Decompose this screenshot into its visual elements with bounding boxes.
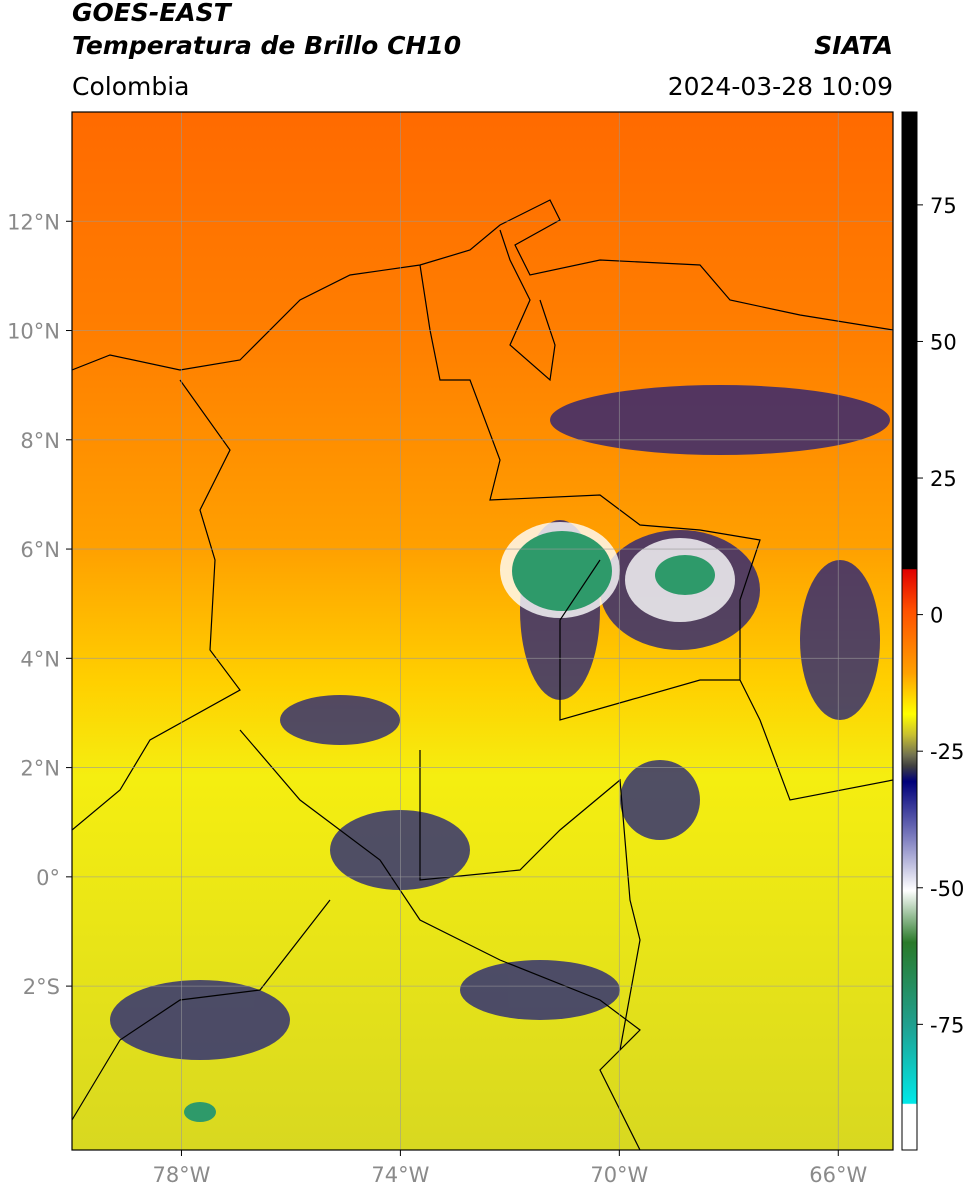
colorbar-label: 50 (930, 330, 957, 354)
map-frame (71, 111, 894, 1151)
lat-label: 6°N (20, 538, 60, 562)
lat-label: 2°S (23, 975, 60, 999)
title-line1: GOES-EAST (72, 0, 233, 27)
colorbar-label: 75 (930, 194, 957, 218)
colorbar (901, 111, 918, 1151)
map-image (72, 112, 893, 1150)
lon-label: 78°W (152, 1163, 210, 1187)
colorbar-label: -25 (930, 740, 964, 764)
lat-label: 10°N (7, 320, 60, 344)
region: Colombia (72, 72, 189, 101)
datetime: 2024-03-28 10:09 (668, 72, 893, 101)
lon-label: 70°W (590, 1163, 648, 1187)
source: SIATA (814, 31, 893, 60)
lat-label: 4°N (20, 647, 60, 671)
lat-label: 8°N (20, 429, 60, 453)
colorbar-label: 0 (930, 604, 943, 628)
colorbar-label: -75 (930, 1013, 964, 1037)
borders (72, 199, 893, 1150)
lon-label: 74°W (371, 1163, 429, 1187)
lat-label: 2°N (20, 757, 60, 781)
lat-label: 12°N (7, 210, 60, 234)
colorbar-label: 25 (930, 467, 957, 491)
graticule (72, 112, 893, 1150)
colorbar-label: -50 (930, 877, 964, 901)
lon-label: 66°W (809, 1163, 867, 1187)
title-line2: Temperatura de Brillo CH10 (72, 31, 461, 60)
lat-label: 0° (36, 866, 60, 890)
